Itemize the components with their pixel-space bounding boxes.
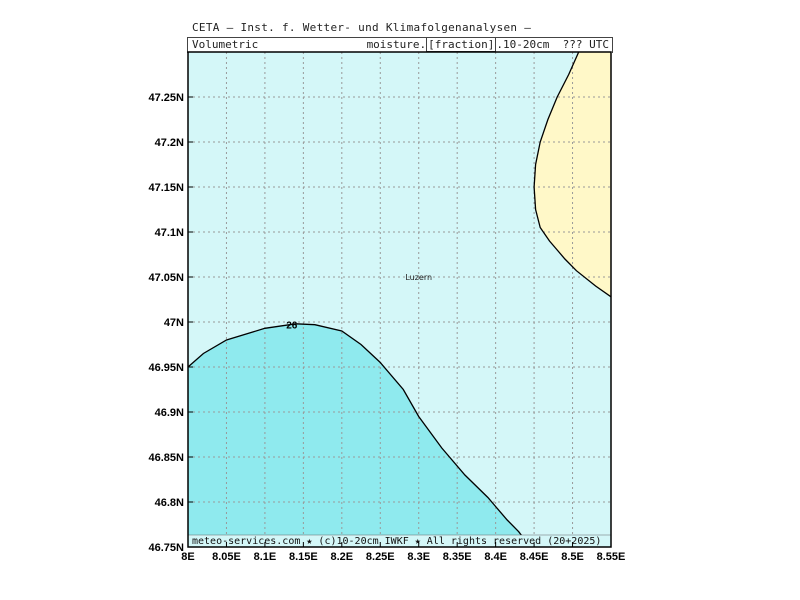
map-frame [187,51,612,548]
latitude-tick-label: 46.95N [149,362,185,374]
longitude-tick-label: 8.35E [443,551,472,563]
footer-band [188,535,611,547]
latitude-tick-label: 47.1N [155,227,184,239]
longitude-tick-label: 8E [181,551,194,563]
longitude-tick-label: 8.05E [212,551,241,563]
contour-line-low [188,323,531,547]
longitude-tick-label: 8.4E [484,551,507,563]
graticule [188,52,611,547]
latitude-tick-label: 47.25N [149,92,185,104]
longitude-tick-label: 8.55E [597,551,626,563]
contour-line-high [533,52,611,298]
longitude-tick-label: 8.2E [330,551,353,563]
low-moisture-region [188,323,531,547]
variable-prefix: moisture. [366,38,427,51]
latitude-tick-label: 47.05N [149,272,185,284]
map-title: CETA — Inst. f. Wetter- und Klimafolgena… [192,21,532,34]
variable-header-box: Volumetric moisture. [fraction] .10-20cm ?… [187,37,613,53]
city-label-luzern: Luzern [405,273,432,282]
longitude-tick-label: 8.25E [366,551,395,563]
longitude-tick-label: 8.45E [520,551,549,563]
variable-name: Volumetric [192,38,259,51]
latitude-tick-label: 47.15N [149,182,185,194]
longitude-tick-label: 8.1E [254,551,277,563]
latitude-tick-label: 46.9N [155,407,184,419]
longitude-tick-label: 8.15E [289,551,318,563]
latitude-tick-label: 46.8N [155,497,184,509]
latitude-tick-label: 47.2N [155,137,184,149]
longitude-tick-label: 8.3E [407,551,430,563]
longitude-axis: 8E 8.05E 8.1E 8.15E 8.2E 8.25E 8.3E 8.35E 8.4E 8.… [181,542,625,563]
variable-description: moisture. [fraction] .10-20cm ??? UTC [366,37,609,52]
contour-value-label: 26 [286,321,298,332]
copyright-footer: meteo-services.com ★ (c)10-20cm IWKF ★ A… [192,536,601,547]
high-moisture-region [534,52,611,297]
latitude-tick-label: 47N [164,317,184,329]
unit-label: [fraction] [426,37,497,52]
latitude-axis: 46.75N 46.8N 46.85N 46.9N 46.95N 47N 47.05N 47.… [149,92,193,554]
longitude-tick-label: 8.5E [561,551,584,563]
variable-suffix: .10-20cm ??? UTC [496,38,609,51]
latitude-tick-label: 46.75N [149,542,185,554]
latitude-tick-label: 46.85N [149,452,185,464]
